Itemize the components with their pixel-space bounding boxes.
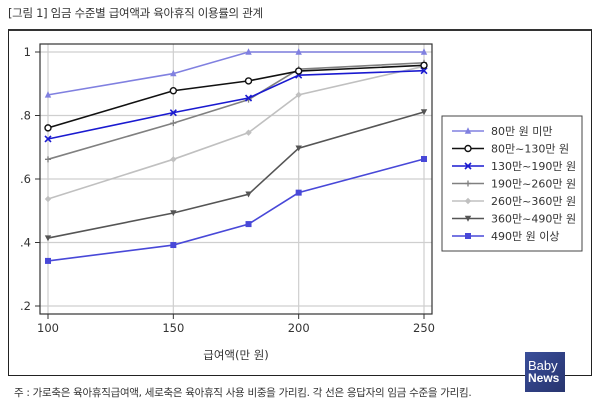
- diamond-marker-icon: [44, 195, 52, 203]
- legend-item: 490만 원 이상: [452, 230, 559, 243]
- triangle-marker-icon: [245, 48, 252, 55]
- square-marker-icon: [45, 257, 51, 264]
- circle-marker-icon: [244, 77, 253, 85]
- plus-marker-icon: [45, 156, 51, 163]
- y-tick-label: 1: [24, 45, 31, 59]
- square-marker-icon: [421, 155, 427, 162]
- x-axis-label: 급여액(만 원): [203, 348, 269, 362]
- diamond-marker-icon: [245, 129, 252, 136]
- x-tick-label: 200: [288, 321, 310, 335]
- series-line: [44, 109, 428, 242]
- square-marker-icon: [465, 233, 471, 239]
- square-marker-icon: [295, 189, 302, 196]
- triangle-marker-icon: [44, 91, 52, 98]
- circle-marker-icon: [44, 124, 52, 132]
- y-tick-label: .8: [20, 109, 31, 123]
- legend-label: 130만~190만 원: [491, 160, 576, 173]
- series-line: [45, 155, 427, 264]
- x-axis: 100 150 200 250: [37, 314, 435, 335]
- gridlines: [40, 44, 432, 314]
- legend-item: 360만~490만 원: [452, 213, 576, 226]
- triangle-down-marker-icon: [245, 191, 252, 198]
- square-marker-icon: [245, 221, 252, 228]
- y-tick-label: .6: [20, 172, 31, 186]
- triangle-marker-icon: [464, 127, 472, 134]
- y-tick-label: .2: [20, 299, 31, 313]
- babynews-logo: Baby News: [525, 352, 565, 392]
- triangle-down-marker-icon: [295, 145, 302, 152]
- legend-label: 80만~130만 원: [491, 143, 569, 156]
- triangle-down-marker-icon: [464, 215, 472, 222]
- y-tick-label: .4: [20, 236, 31, 250]
- legend-label: 360만~490만 원: [491, 213, 576, 226]
- legend-item: 130만~190만 원: [452, 160, 576, 173]
- legend-item: 260만~360만 원: [452, 195, 576, 208]
- series-line: [44, 48, 428, 98]
- legend-item: 190만~260만 원: [452, 178, 576, 191]
- square-marker-icon: [170, 242, 177, 249]
- circle-marker-icon: [169, 87, 178, 95]
- x-marker-icon: [169, 109, 177, 117]
- footnote: 주 : 가로축은 육아휴직급여액, 세로축은 육아휴직 사용 비중을 가리킴. …: [14, 387, 472, 399]
- x-marker-icon: [44, 135, 52, 143]
- triangle-marker-icon: [170, 69, 177, 77]
- diamond-marker-icon: [295, 91, 302, 99]
- circle-marker-icon: [294, 67, 303, 75]
- triangle-marker-icon: [295, 48, 302, 55]
- logo-line1: Baby: [528, 358, 558, 373]
- series-lines: [44, 48, 428, 264]
- legend-label: 490만 원 이상: [491, 230, 559, 243]
- series-line: [44, 67, 428, 143]
- circle-marker-icon: [420, 61, 428, 70]
- x-marker-icon: [244, 94, 253, 102]
- x-marker-icon: [464, 162, 472, 170]
- y-axis: .2 .4 .6 .8 1: [20, 45, 40, 313]
- legend: 80만 원 미만 80만~130만 원 130만~190만 원 190만~260만 원…: [441, 115, 583, 252]
- legend-item: 80만~130만 원: [452, 143, 569, 156]
- triangle-down-marker-icon: [170, 210, 177, 217]
- x-tick-label: 250: [413, 321, 435, 335]
- triangle-down-marker-icon: [420, 109, 428, 116]
- x-tick-label: 150: [162, 321, 184, 335]
- legend-label: 260만~360만 원: [491, 195, 576, 208]
- plus-marker-icon: [170, 120, 177, 127]
- x-tick-label: 100: [37, 321, 59, 335]
- circle-marker-icon: [464, 144, 472, 153]
- figure-title: [그림 1] 임금 수준별 급여액과 육아휴직 이용률의 관계: [8, 6, 263, 20]
- triangle-marker-icon: [420, 48, 428, 55]
- triangle-down-marker-icon: [44, 235, 52, 242]
- plus-marker-icon: [465, 180, 471, 187]
- series-line: [44, 63, 428, 203]
- series-line: [44, 61, 428, 132]
- diamond-marker-icon: [170, 156, 177, 163]
- legend-label: 190만~260만 원: [491, 178, 576, 191]
- legend-label: 80만 원 미만: [491, 125, 552, 138]
- logo-line2: News: [528, 371, 560, 385]
- diamond-marker-icon: [464, 197, 472, 205]
- x-marker-icon: [420, 67, 428, 75]
- legend-item: 80만 원 미만: [452, 125, 552, 138]
